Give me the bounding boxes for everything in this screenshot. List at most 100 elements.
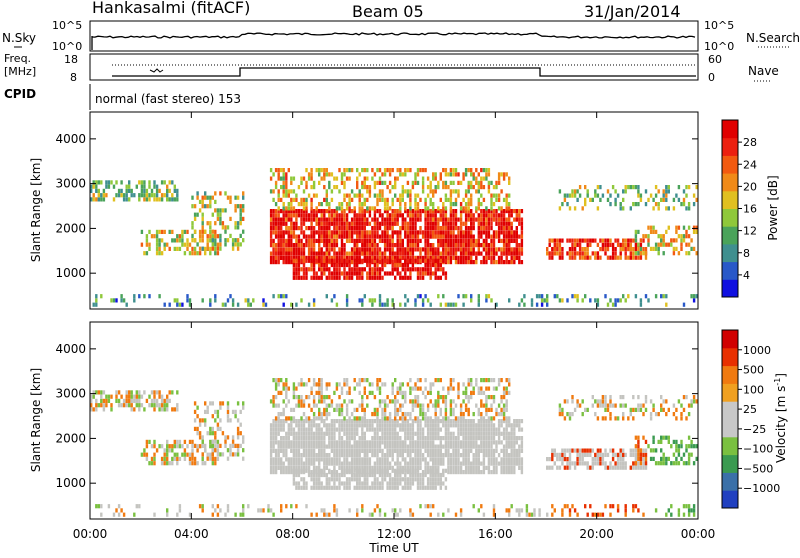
scatter-cell — [498, 378, 500, 382]
scatter-cell — [326, 486, 328, 490]
scatter-cell — [399, 202, 401, 206]
scatter-cell — [321, 395, 323, 399]
scatter-cell — [495, 181, 497, 185]
scatter-cell — [427, 247, 429, 251]
scatter-cell — [473, 239, 475, 243]
scatter-cell — [607, 453, 609, 457]
scatter-cell — [435, 457, 437, 461]
scatter-cell — [341, 263, 343, 267]
scatter-cell — [407, 419, 409, 423]
scatter-cell — [143, 197, 145, 201]
scatter-cell — [447, 423, 449, 427]
scatter-cell — [450, 399, 452, 403]
scatter-cell — [237, 303, 239, 307]
scatter-cell — [374, 419, 376, 423]
scatter-cell — [285, 222, 287, 226]
scatter-cell — [409, 259, 411, 263]
scatter-cell — [341, 259, 343, 263]
scatter-cell — [407, 477, 409, 481]
scatter-cell — [171, 390, 173, 394]
scatter-cell — [452, 423, 454, 427]
scatter-cell — [346, 481, 348, 485]
scatter-cell — [480, 222, 482, 226]
scatter-cell — [473, 445, 475, 449]
scatter-cell — [409, 428, 411, 432]
scatter-cell — [328, 222, 330, 226]
scatter-cell — [678, 198, 680, 202]
scatter-cell — [495, 470, 497, 474]
scatter-cell — [232, 435, 234, 439]
scatter-cell — [402, 247, 404, 251]
scatter-cell — [321, 271, 323, 275]
scatter-cell — [465, 404, 467, 408]
scatter-cell — [460, 445, 462, 449]
scatter-cell — [214, 191, 216, 195]
scatter-cell — [318, 239, 320, 243]
scatter-cell — [278, 198, 280, 202]
scatter-cell — [612, 449, 614, 453]
scatter-cell — [422, 412, 424, 416]
scatter-cell — [288, 399, 290, 403]
scatter-cell — [212, 440, 214, 444]
scatter-cell — [566, 449, 568, 453]
scatter-cell — [440, 457, 442, 461]
scatter-cell — [685, 194, 687, 198]
scatter-cell — [250, 303, 252, 307]
scatter-cell — [278, 194, 280, 198]
scatter-cell — [483, 378, 485, 382]
scatter-cell — [447, 432, 449, 436]
scatter-cell — [310, 263, 312, 267]
scatter-cell — [176, 238, 178, 242]
scatter-cell — [313, 416, 315, 420]
scatter-cell — [321, 436, 323, 440]
scatter-cell — [412, 432, 414, 436]
scatter-cell — [480, 226, 482, 230]
scatter-cell — [386, 247, 388, 251]
scatter-cell — [597, 404, 599, 408]
scatter-cell — [503, 412, 505, 416]
scatter-cell — [589, 256, 591, 260]
scatter-cell — [414, 226, 416, 230]
scatter-cell — [272, 239, 274, 243]
scatter-cell — [181, 444, 183, 448]
scatter-cell — [579, 185, 581, 189]
scatter-cell — [561, 408, 563, 412]
scatter-cell — [559, 412, 561, 416]
scatter-cell — [430, 436, 432, 440]
scatter-cell — [673, 198, 675, 202]
scatter-cell — [234, 444, 236, 448]
scatter-cell — [379, 378, 381, 382]
scatter-cell — [508, 181, 510, 185]
scatter-cell — [422, 298, 424, 302]
scatter-cell — [321, 399, 323, 403]
scatter-cell — [478, 432, 480, 436]
scatter-cell — [108, 399, 110, 403]
scatter-cell — [196, 414, 198, 418]
scatter-cell — [409, 449, 411, 453]
scatter-cell — [290, 202, 292, 206]
scatter-cell — [171, 448, 173, 452]
scatter-cell — [278, 252, 280, 256]
scatter-cell — [473, 391, 475, 395]
scatter-cell — [625, 453, 627, 457]
scatter-cell — [384, 432, 386, 436]
scatter-cell — [298, 453, 300, 457]
scatter-cell — [341, 181, 343, 185]
scatter-cell — [278, 177, 280, 181]
scatter-cell — [430, 469, 432, 473]
scatter-cell — [331, 477, 333, 481]
scatter-cell — [432, 226, 434, 230]
scatter-cell — [348, 235, 350, 239]
scatter-cell — [328, 259, 330, 263]
scatter-cell — [455, 252, 457, 256]
scatter-cell — [331, 218, 333, 222]
scatter-cell — [194, 444, 196, 448]
scatter-cell — [120, 298, 122, 302]
scatter-cell — [417, 172, 419, 176]
scatter-cell — [384, 181, 386, 185]
scatter-cell — [285, 172, 287, 176]
scatter-cell — [331, 172, 333, 176]
scatter-cell — [511, 428, 513, 432]
scatter-cell — [295, 209, 297, 213]
scatter-cell — [422, 168, 424, 172]
